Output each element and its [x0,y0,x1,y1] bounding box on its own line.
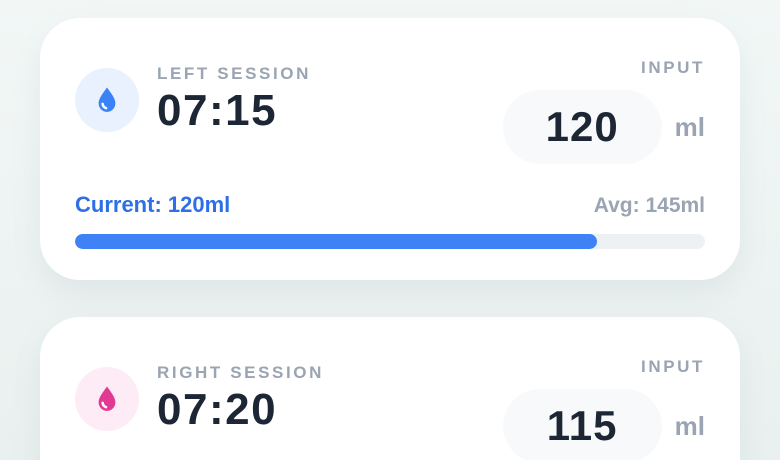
right-session-text-block: RIGHT SESSION 07:20 [157,363,324,434]
input-unit-label: ml [674,111,705,142]
session-time: 07:15 [157,86,278,135]
session-time: 07:20 [157,385,278,434]
right-session-icon-badge [75,366,139,431]
left-session-text-block: LEFT SESSION 07:15 [157,64,311,135]
input-row: 120 ml [502,90,705,164]
current-value-label: Current: 120ml [75,192,231,217]
session-label: LEFT SESSION [157,64,311,83]
input-value-field[interactable]: 120 [502,90,662,164]
right-session-header: RIGHT SESSION 07:20 INPUT 115 ml [75,357,705,460]
water-drop-icon [91,84,123,116]
left-session-card: LEFT SESSION 07:15 INPUT 120 ml Current:… [40,18,740,280]
left-session-header: LEFT SESSION 07:15 INPUT 120 ml [75,58,705,164]
water-drop-icon [91,383,123,415]
left-session-icon-badge [75,67,139,132]
average-value-label: Avg: 145ml [593,194,705,217]
input-label: INPUT [641,357,705,376]
input-value-field[interactable]: 115 [502,389,662,460]
left-session-input-block: INPUT 120 ml [502,58,705,164]
input-unit-label: ml [674,410,705,441]
right-session-identity: RIGHT SESSION 07:20 [75,363,324,434]
progress-fill [75,234,597,249]
right-session-input-block: INPUT 115 ml [502,357,705,460]
left-session-stats-row: Current: 120ml Avg: 145ml [75,192,705,218]
progress-track [75,234,705,249]
session-label: RIGHT SESSION [157,363,324,382]
left-session-identity: LEFT SESSION 07:15 [75,64,311,135]
input-row: 115 ml [502,389,705,460]
input-label: INPUT [641,58,705,77]
right-session-card: RIGHT SESSION 07:20 INPUT 115 ml [40,317,740,460]
